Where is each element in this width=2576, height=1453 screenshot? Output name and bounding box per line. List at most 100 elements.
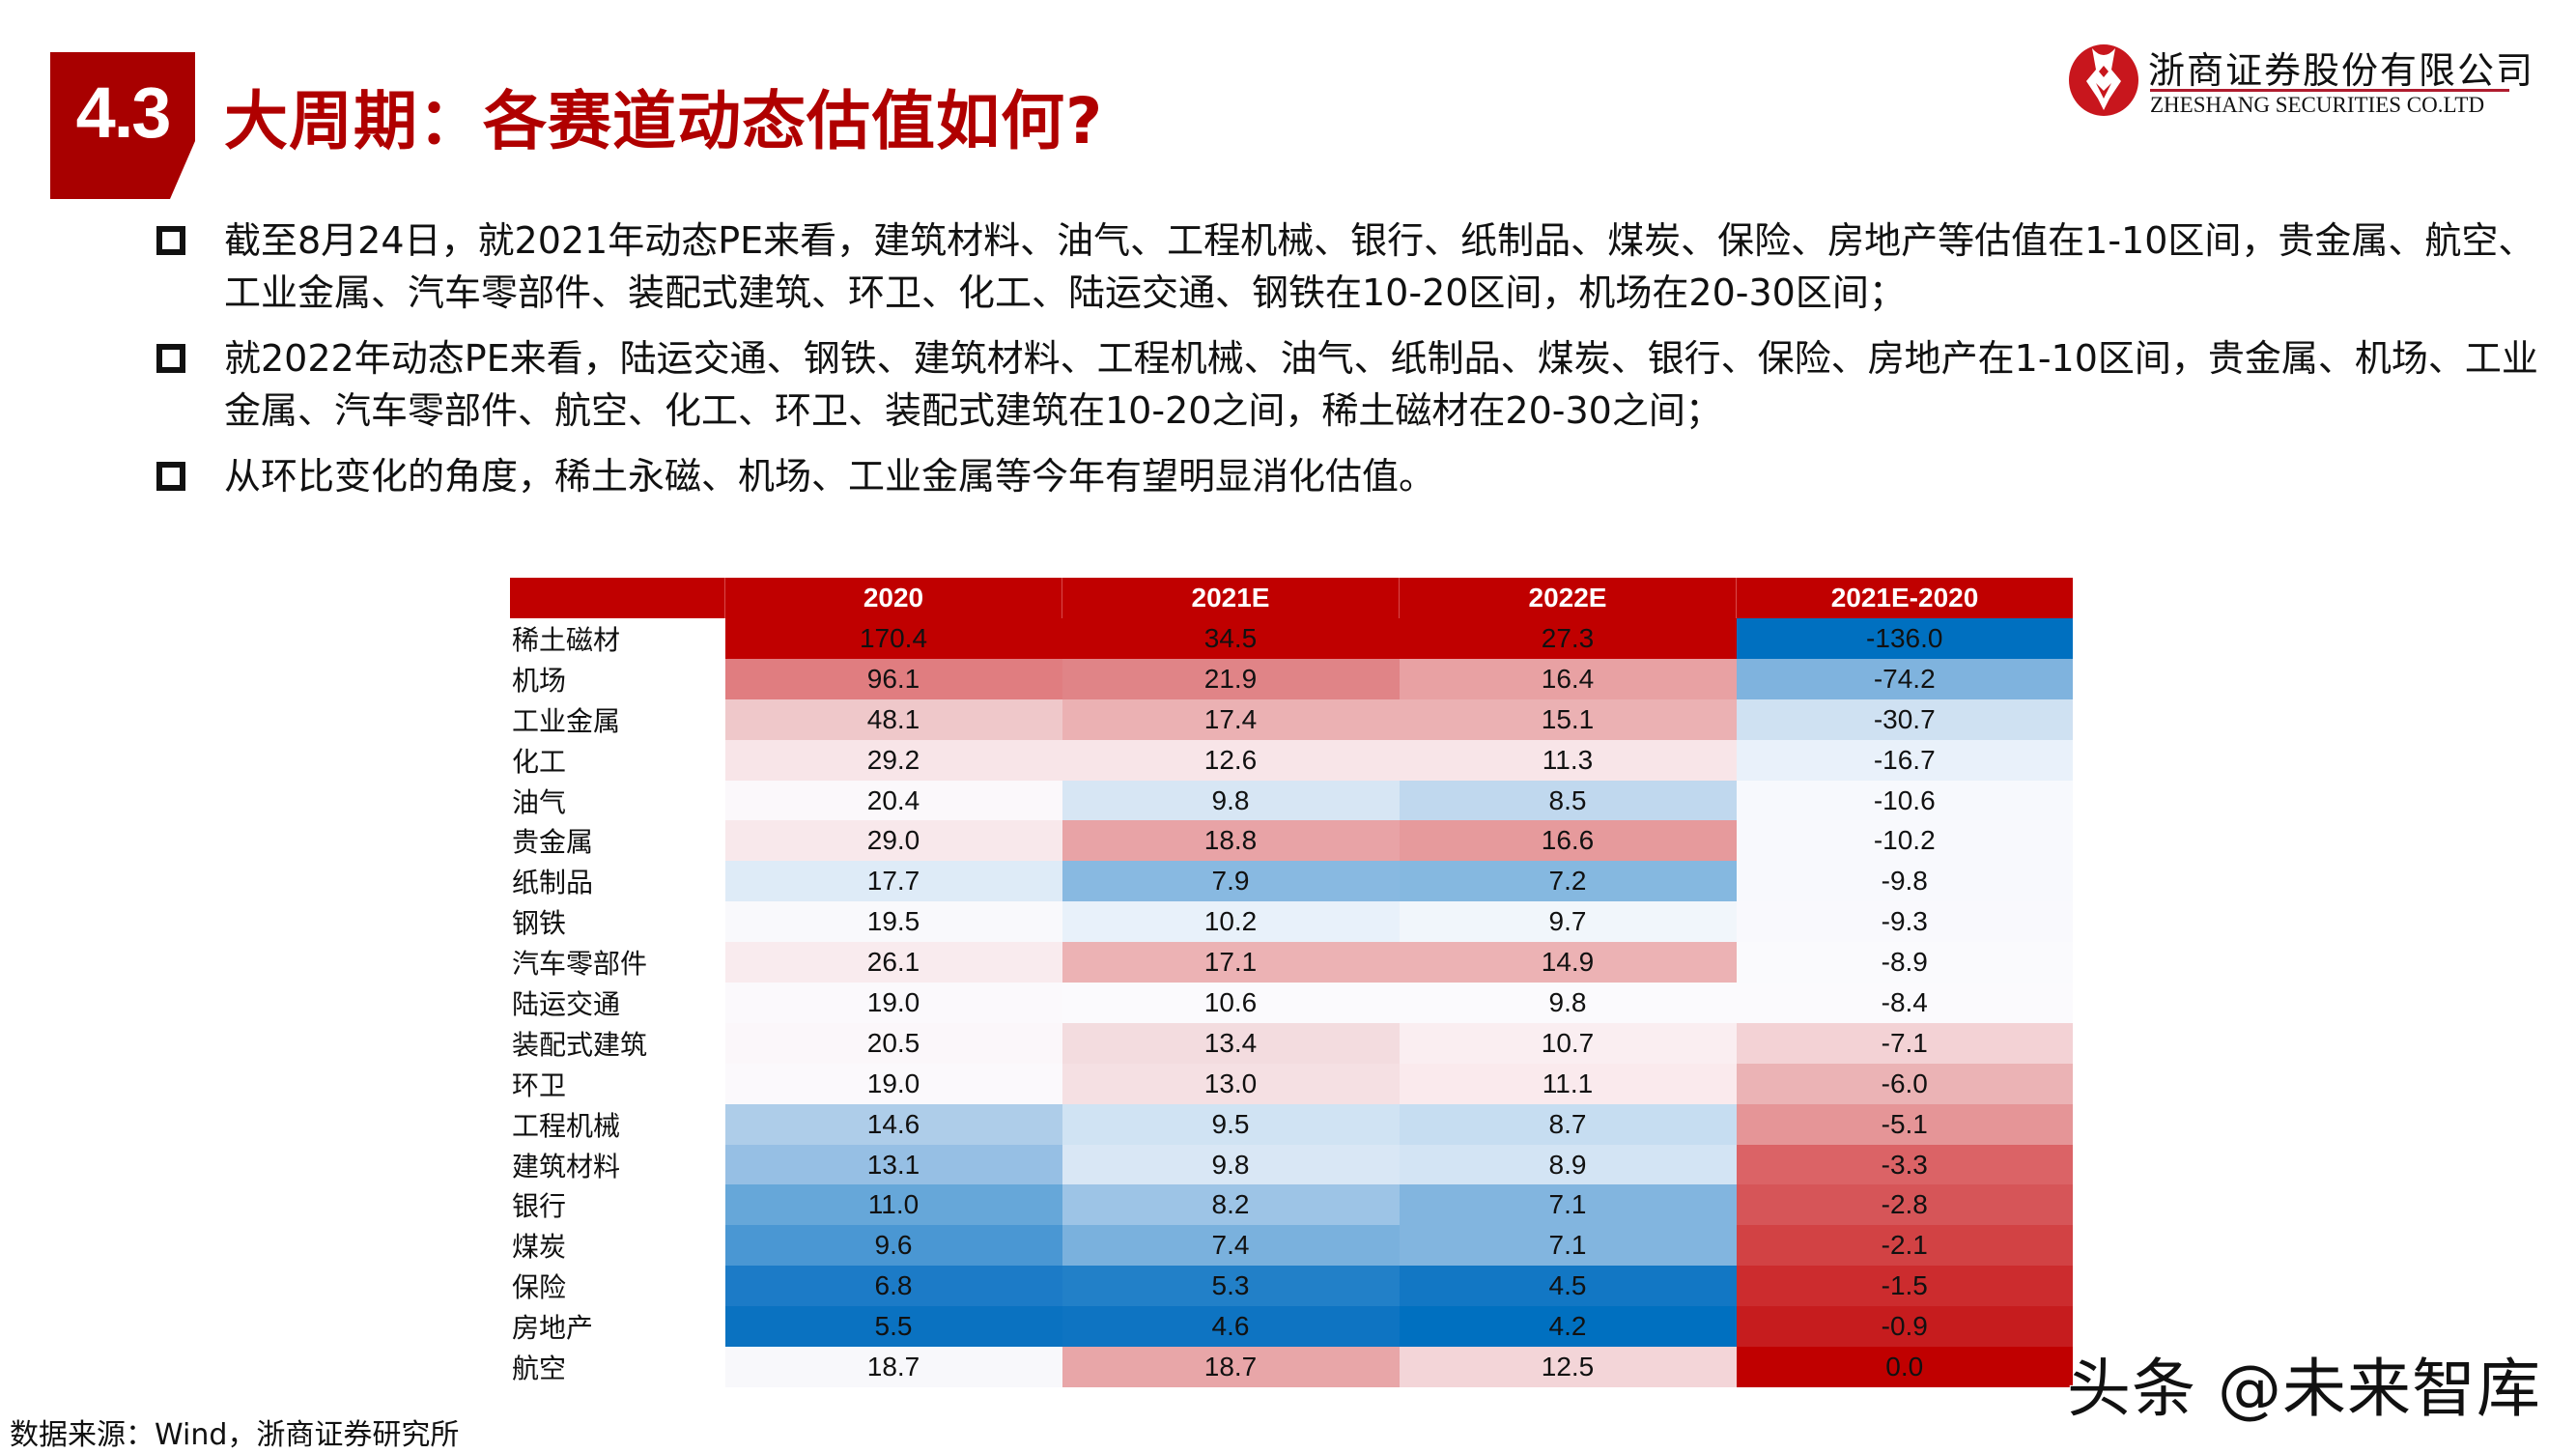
table-row: 稀土磁材 170.4 34.5 27.3 -136.0 [510,618,2073,659]
sector-name: 油气 [510,780,725,821]
pe-value-cell: 13.0 [1062,1063,1400,1104]
pe-value-cell: 19.0 [724,983,1062,1023]
pe-value-cell: 18.8 [1062,820,1400,862]
pe-value-cell: 8.9 [1399,1144,1737,1185]
pe-value-cell: 29.0 [724,820,1062,862]
table-row: 银行 11.0 8.2 7.1 -2.8 [510,1184,2073,1226]
pe-value-cell: 12.6 [1062,739,1400,781]
sector-name: 航空 [510,1347,725,1387]
pe-valuation-table: 2020 2021E 2022E 2021E-2020 稀土磁材 170.4 34.… [510,578,2073,1387]
pe-value-cell: 13.1 [724,1144,1062,1185]
pe-value-cell: 20.5 [724,1022,1062,1064]
pe-value-cell: -5.1 [1736,1103,2073,1145]
pe-value-cell: 18.7 [1062,1347,1400,1387]
pe-value-cell: 7.1 [1399,1225,1737,1267]
pe-value-cell: 8.2 [1062,1184,1400,1226]
table-row: 陆运交通 19.0 10.6 9.8 -8.4 [510,983,2073,1023]
pe-value-cell: 5.3 [1062,1266,1400,1307]
table-row: 工程机械 14.6 9.5 8.7 -5.1 [510,1103,2073,1145]
column-header-sector [510,578,725,618]
page-title: 大周期：各赛道动态估值如何? [224,84,1104,158]
pe-value-cell: -2.1 [1736,1225,2073,1267]
table-row: 工业金属 48.1 17.4 15.1 -30.7 [510,698,2073,740]
pe-value-cell: -8.9 [1736,942,2073,983]
sector-name: 装配式建筑 [510,1022,725,1064]
pe-value-cell: -16.7 [1736,739,2073,781]
pe-value-cell: 13.4 [1062,1022,1400,1064]
pe-value-cell: 34.5 [1062,618,1400,659]
pe-value-cell: -136.0 [1736,618,2073,659]
sector-name: 环卫 [510,1063,725,1104]
logo-name-en: ZHESHANG SECURITIES CO.LTD [2150,93,2485,117]
pe-value-cell: 16.4 [1399,658,1737,699]
pe-value-cell: 10.7 [1399,1022,1737,1064]
sector-name: 汽车零部件 [510,942,725,983]
pe-value-cell: -0.9 [1736,1306,2073,1348]
table-row: 贵金属 29.0 18.8 16.6 -10.2 [510,820,2073,862]
table-row: 环卫 19.0 13.0 11.1 -6.0 [510,1063,2073,1104]
sector-name: 保险 [510,1266,725,1307]
column-header-2021e: 2021E [1062,578,1400,618]
pe-value-cell: 11.0 [724,1184,1062,1226]
pe-value-cell: 48.1 [724,698,1062,740]
pe-value-cell: -1.5 [1736,1266,2073,1307]
pe-value-cell: 14.6 [724,1103,1062,1145]
pe-value-cell: 8.5 [1399,780,1737,821]
pe-value-cell: -30.7 [1736,698,2073,740]
table-body: 稀土磁材 170.4 34.5 27.3 -136.0 机场 96.1 21.9 16.4 -74… [510,618,2073,1387]
table-row: 建筑材料 13.1 9.8 8.9 -3.3 [510,1144,2073,1185]
pe-value-cell: 17.7 [724,861,1062,902]
table-row: 保险 6.8 5.3 4.5 -1.5 [510,1266,2073,1307]
sector-name: 银行 [510,1184,725,1226]
pe-value-cell: 11.1 [1399,1063,1737,1104]
bullet-text: 从环比变化的角度，稀土永磁、机场、工业金属等今年有望明显消化估值。 [224,455,1436,498]
logo-divider [2150,89,2509,92]
pe-value-cell: -9.3 [1736,901,2073,943]
table-row: 钢铁 19.5 10.2 9.7 -9.3 [510,901,2073,943]
pe-value-cell: 7.2 [1399,861,1737,902]
pe-value-cell: 11.3 [1399,739,1737,781]
data-source-note: 数据来源：Wind，浙商证券研究所 [10,1418,460,1452]
pe-value-cell: 12.5 [1399,1347,1737,1387]
sector-name: 钢铁 [510,901,725,943]
sector-name: 房地产 [510,1306,725,1348]
pe-value-cell: 10.6 [1062,983,1400,1023]
table-row: 房地产 5.5 4.6 4.2 -0.9 [510,1306,2073,1348]
table-row: 纸制品 17.7 7.9 7.2 -9.8 [510,861,2073,902]
bullet-item: 就2022年动态PE来看，陆运交通、钢铁、建筑材料、工程机械、油气、纸制品、煤炭… [153,332,2548,437]
pe-value-cell: -74.2 [1736,658,2073,699]
column-header-change: 2021E-2020 [1736,578,2073,618]
pe-value-cell: -7.1 [1736,1022,2073,1064]
column-header-2020: 2020 [724,578,1062,618]
sector-name: 稀土磁材 [510,618,725,659]
pe-value-cell: -3.3 [1736,1144,2073,1185]
pe-value-cell: 5.5 [724,1306,1062,1348]
pe-value-cell: -10.2 [1736,820,2073,862]
pe-value-cell: 14.9 [1399,942,1737,983]
pe-value-cell: 4.5 [1399,1266,1737,1307]
bullet-item: 从环比变化的角度，稀土永磁、机场、工业金属等今年有望明显消化估值。 [153,450,2548,502]
sector-name: 机场 [510,658,725,699]
bullet-list: 截至8月24日，就2021年动态PE来看，建筑材料、油气、工程机械、银行、纸制品… [153,214,2548,516]
bullet-text: 就2022年动态PE来看，陆运交通、钢铁、建筑材料、工程机械、油气、纸制品、煤炭… [224,337,2538,432]
pe-value-cell: 29.2 [724,739,1062,781]
pe-value-cell: 18.7 [724,1347,1062,1387]
sector-name: 工业金属 [510,698,725,740]
zheshang-logo-icon [2069,44,2138,116]
pe-value-cell: 27.3 [1399,618,1737,659]
square-bullet-icon [156,344,185,373]
pe-value-cell: -8.4 [1736,983,2073,1023]
bullet-item: 截至8月24日，就2021年动态PE来看，建筑材料、油气、工程机械、银行、纸制品… [153,214,2548,319]
pe-value-cell: 17.1 [1062,942,1400,983]
pe-value-cell: 9.7 [1399,901,1737,943]
pe-value-cell: 9.8 [1062,1144,1400,1185]
sector-name: 陆运交通 [510,983,725,1023]
section-number: 4.3 [75,72,172,153]
table-row: 机场 96.1 21.9 16.4 -74.2 [510,658,2073,699]
pe-value-cell: 8.7 [1399,1103,1737,1145]
table-row: 油气 20.4 9.8 8.5 -10.6 [510,780,2073,821]
pe-value-cell: 7.4 [1062,1225,1400,1267]
section-badge-shape [50,52,195,199]
bullet-text: 截至8月24日，就2021年动态PE来看，建筑材料、油气、工程机械、银行、纸制品… [224,219,2535,314]
sector-name: 贵金属 [510,820,725,862]
